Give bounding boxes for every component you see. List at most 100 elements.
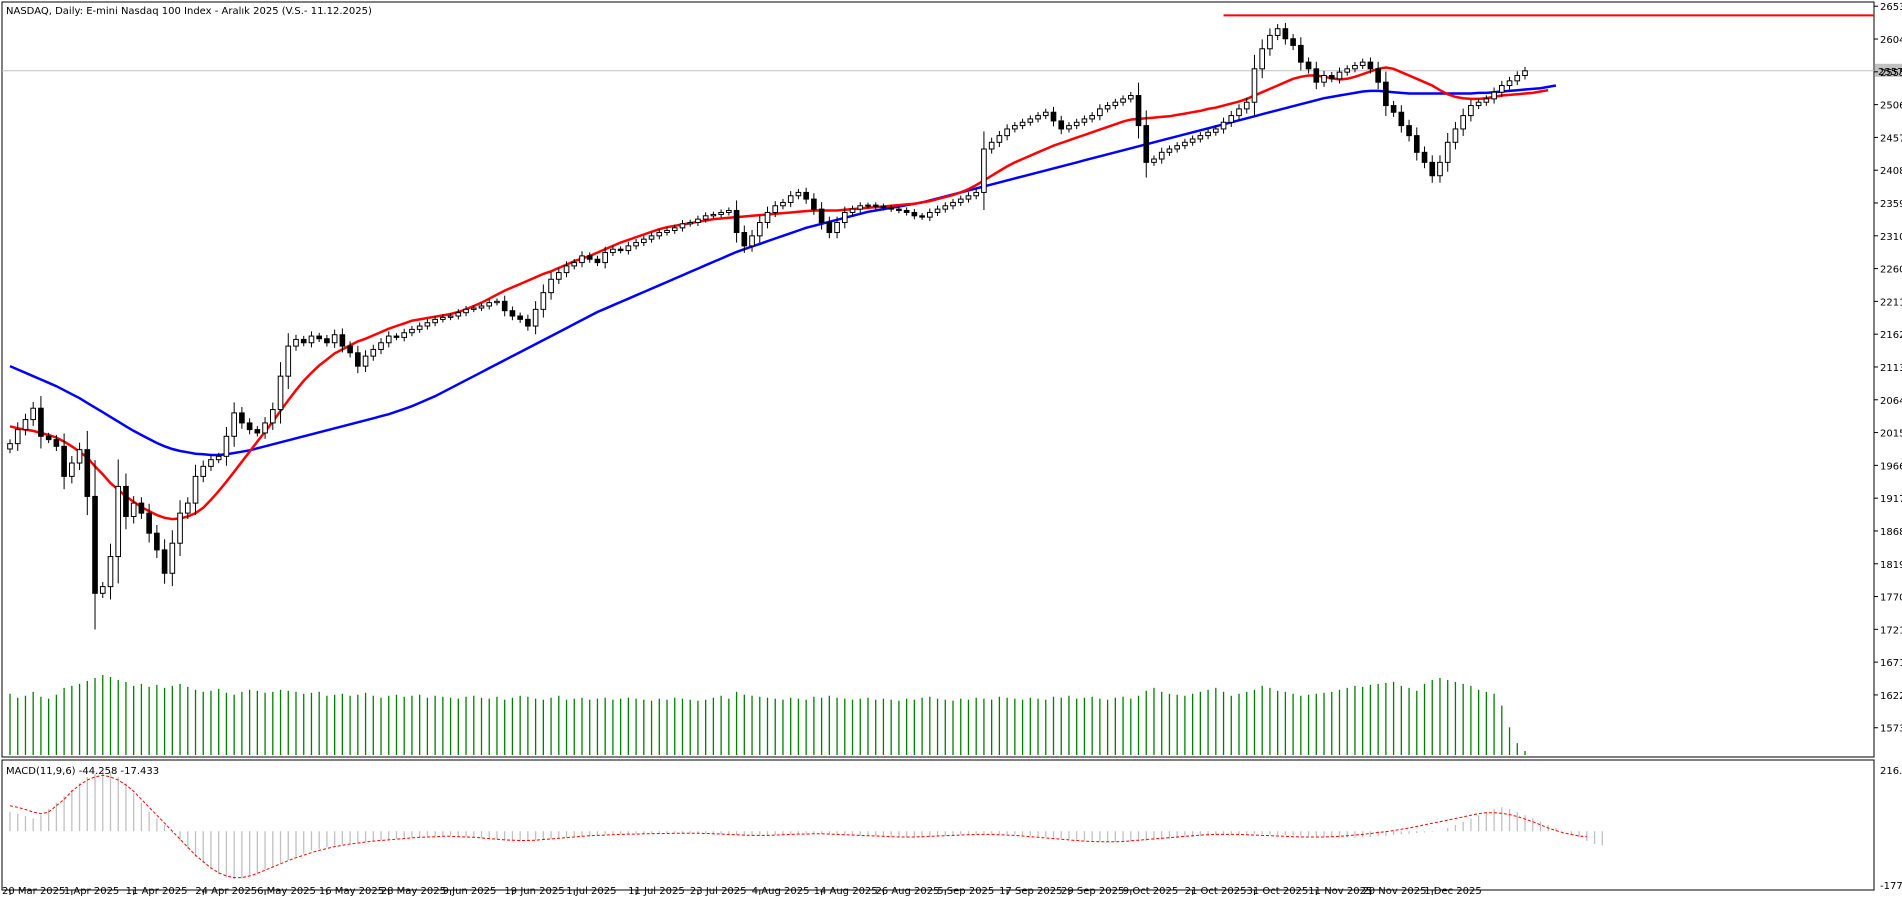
x-tick-label: 5 Sep 2025	[937, 886, 994, 897]
candle-body	[1143, 125, 1150, 163]
y-tick-label: 22119.10	[1880, 297, 1902, 308]
candle-body	[1120, 98, 1126, 103]
candle-body	[1506, 80, 1513, 87]
candle-body	[903, 209, 910, 213]
candle-body	[1135, 95, 1142, 127]
candle-body	[1174, 145, 1180, 150]
x-tick-label: 11 Jul 2025	[628, 886, 685, 897]
candle-body	[1491, 91, 1497, 100]
candle-body	[664, 230, 670, 234]
candle-body	[841, 211, 848, 223]
candle-body	[1220, 121, 1227, 130]
candle-body	[772, 205, 779, 213]
candle-body	[625, 245, 632, 252]
y-tick-label: 23591.65	[1880, 199, 1902, 210]
candle-body	[880, 205, 887, 209]
candle-layer	[7, 22, 1528, 630]
candle-body	[169, 542, 176, 574]
candle-body	[154, 532, 160, 551]
candle-body	[53, 439, 60, 447]
candle-body	[1104, 105, 1111, 110]
candle-body	[1073, 121, 1080, 127]
x-tick-label: 21 Oct 2025	[1185, 886, 1247, 897]
candle-body	[687, 221, 694, 225]
candle-body	[378, 342, 384, 350]
candle-body	[14, 429, 21, 445]
x-tick-label: 17 Sep 2025	[999, 886, 1062, 897]
candle-body	[540, 292, 547, 310]
candle-body	[1166, 148, 1173, 153]
candle-body	[231, 412, 237, 437]
current-price-tag	[1875, 63, 1902, 77]
y-tick-label: 26536.75	[1880, 2, 1902, 13]
candle-body	[1050, 111, 1057, 122]
candle-body	[1151, 158, 1157, 163]
y-tick-label: 20155.70	[1880, 429, 1902, 440]
candle-body	[1058, 120, 1065, 130]
candle-body	[911, 211, 918, 217]
candle-body	[254, 429, 261, 434]
candle-body	[1406, 125, 1412, 137]
candle-body	[826, 221, 833, 234]
candle-body	[478, 305, 485, 309]
candle-body	[679, 223, 686, 229]
candle-body	[749, 235, 755, 247]
candle-body	[942, 205, 949, 210]
candle-body	[22, 419, 29, 431]
candle-body	[579, 255, 585, 264]
candle-body	[347, 345, 353, 354]
macd-label: MACD(11,9,6) -44.258 -17.433	[6, 766, 159, 777]
candle-body	[192, 475, 199, 504]
candle-body	[208, 459, 214, 467]
candle-body	[787, 195, 794, 203]
candle-body	[38, 407, 44, 437]
candle-body	[123, 485, 129, 517]
grid-layer: 25570.25	[2, 63, 1902, 78]
candle-body	[285, 345, 292, 377]
candle-body	[1290, 38, 1296, 46]
candle-body	[1189, 138, 1196, 143]
candle-body	[594, 258, 601, 264]
candle-body	[30, 407, 37, 421]
y-tick-label: 19174.00	[1880, 494, 1902, 505]
candle-body	[641, 238, 647, 244]
x-tick-label: 24 Apr 2025	[195, 886, 257, 897]
candle-body	[130, 502, 137, 517]
candle-body	[1437, 161, 1443, 177]
x-tick-label: 9 Jun 2025	[443, 886, 497, 897]
candle-body	[1212, 128, 1219, 133]
candle-body	[1483, 98, 1490, 103]
candle-body	[803, 191, 809, 200]
y-tick-label: 16719.75	[1880, 658, 1902, 669]
candle-body	[888, 207, 894, 210]
candle-body	[161, 549, 168, 574]
candle-body	[1267, 34, 1273, 50]
ma-slow-line	[9, 84, 1557, 457]
candle-body	[470, 307, 477, 310]
candle-body	[1019, 121, 1026, 127]
candle-body	[370, 348, 377, 357]
x-tick-label: 26 Aug 2025	[875, 886, 939, 897]
candle-body	[973, 191, 980, 197]
candle-body	[1375, 68, 1381, 83]
volume-layer	[9, 675, 1526, 755]
candle-body	[362, 355, 369, 367]
candle-body	[339, 334, 346, 347]
y-tick-label: 17210.60	[1880, 625, 1902, 636]
candle-body	[957, 198, 964, 203]
macd-layer	[9, 770, 1603, 880]
candle-body	[1112, 101, 1119, 107]
candle-body	[61, 445, 67, 477]
candle-body	[865, 204, 871, 207]
candle-body	[525, 318, 531, 327]
candle-body	[610, 248, 616, 254]
candle-body	[726, 209, 732, 213]
candle-body	[764, 211, 771, 223]
x-tick-label: 20 Nov 2025	[1362, 886, 1426, 897]
candle-body	[200, 465, 207, 477]
candle-body	[92, 495, 98, 594]
candle-body	[223, 435, 230, 457]
candle-body	[1127, 95, 1134, 100]
candle-body	[1228, 115, 1235, 123]
candle-body	[872, 204, 879, 207]
